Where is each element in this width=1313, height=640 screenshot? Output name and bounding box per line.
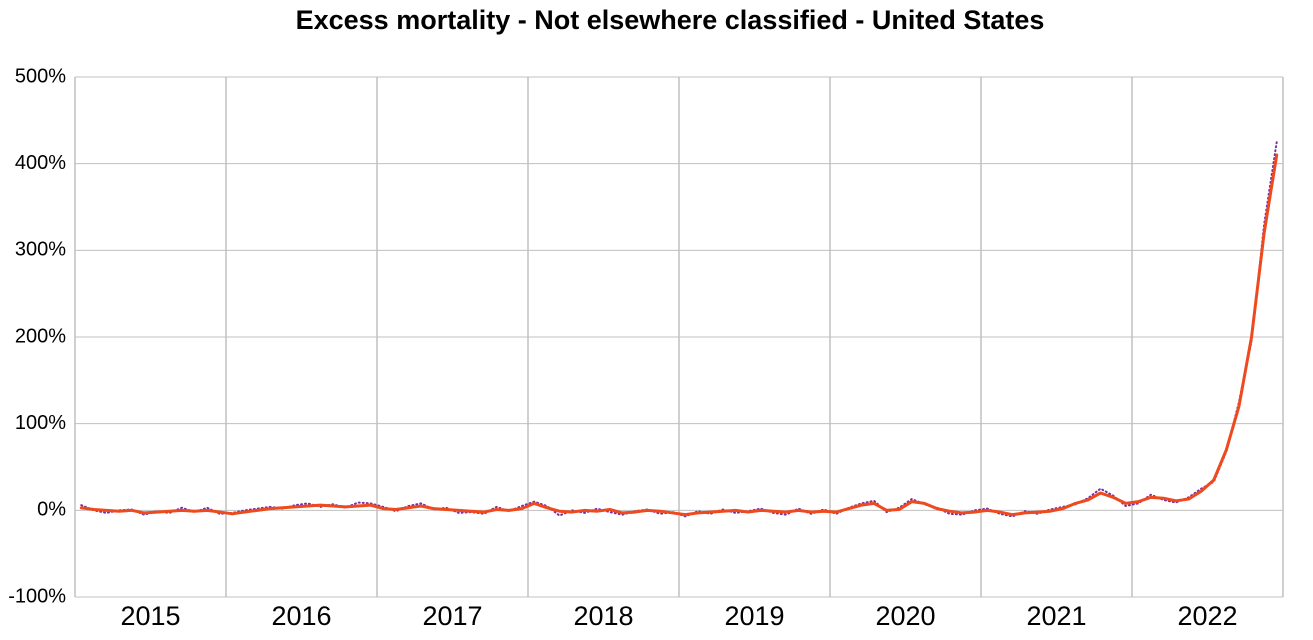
x-tick-label: 2021: [1026, 601, 1086, 631]
y-tick-label: 100%: [15, 412, 66, 434]
x-tick-label: 2017: [422, 601, 482, 631]
y-tick-label: 0%: [37, 499, 66, 521]
chart-title: Excess mortality - Not elsewhere classif…: [296, 5, 1045, 35]
y-tick-label: 200%: [15, 325, 66, 347]
y-tick-label: 300%: [15, 239, 66, 261]
y-tick-label: 500%: [15, 65, 66, 87]
x-tick-label: 2015: [120, 601, 180, 631]
x-tick-label: 2019: [724, 601, 784, 631]
y-tick-label: -100%: [8, 585, 66, 607]
y-tick-label: 400%: [15, 152, 66, 174]
x-tick-label: 2022: [1177, 601, 1237, 631]
x-tick-label: 2020: [875, 601, 935, 631]
series-line: [79, 153, 1279, 517]
x-tick-label: 2016: [271, 601, 331, 631]
x-tick-label: 2018: [573, 601, 633, 631]
